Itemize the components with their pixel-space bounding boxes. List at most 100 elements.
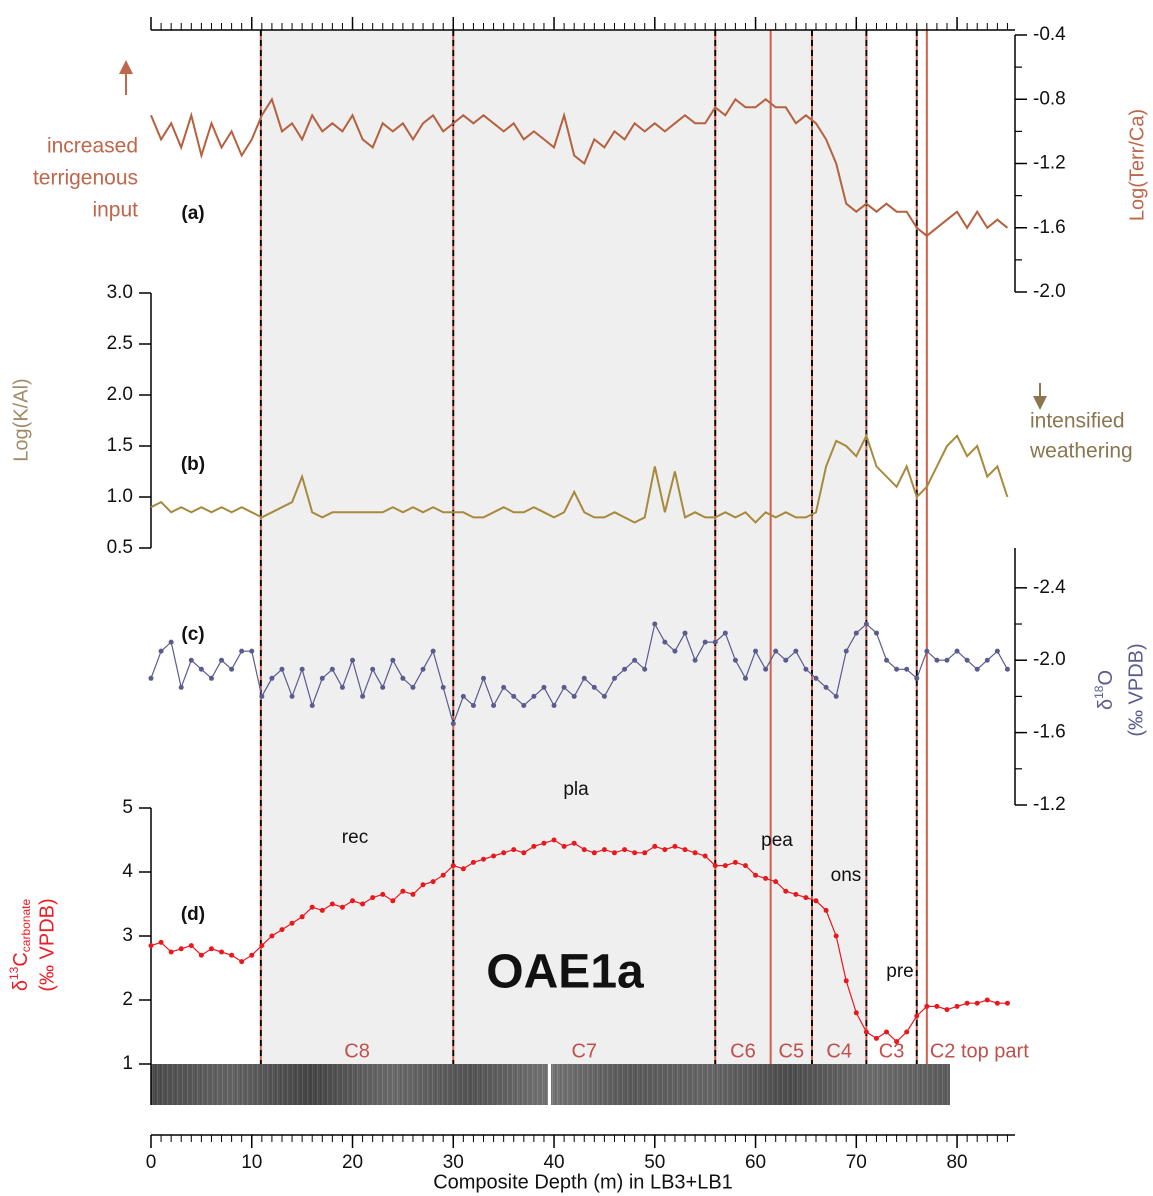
data-point <box>622 666 628 672</box>
data-point <box>531 693 537 699</box>
data-point <box>501 684 507 690</box>
data-point <box>642 666 648 672</box>
data-point <box>652 843 658 849</box>
y-axis-title-part: δ <box>1095 699 1117 710</box>
data-point <box>884 657 890 663</box>
y-tick-label: 2 <box>122 989 133 1010</box>
y-axis-title-part: O <box>1095 670 1117 686</box>
data-point <box>148 943 154 949</box>
y-tick-label: 4 <box>122 861 133 882</box>
data-point <box>239 648 245 654</box>
annotation: weathering <box>1029 440 1133 463</box>
data-point <box>259 693 265 699</box>
data-point <box>289 693 295 699</box>
data-point <box>722 863 728 869</box>
data-point <box>924 648 930 654</box>
data-point <box>309 904 315 910</box>
data-point <box>208 675 214 681</box>
data-point <box>904 666 910 672</box>
phase-label: pre <box>886 961 913 982</box>
y-tick-label: 2.0 <box>107 384 133 405</box>
y-axis-title-part: C <box>10 952 32 966</box>
data-point <box>208 946 214 952</box>
data-point <box>722 630 728 636</box>
data-point <box>873 1035 879 1041</box>
data-point <box>763 666 769 672</box>
y-axis-title-sup: 18 <box>1092 685 1106 699</box>
data-point <box>954 1003 960 1009</box>
y-tick-label: 5 <box>122 797 133 818</box>
data-point <box>994 648 1000 654</box>
zone-label: C7 <box>571 1040 597 1062</box>
data-point <box>914 1013 920 1019</box>
y-tick-label: -2.4 <box>1033 577 1066 598</box>
x-tick-label: 40 <box>543 1152 564 1173</box>
data-point <box>682 630 688 636</box>
panel-label: (b) <box>181 454 205 475</box>
data-point <box>168 949 174 955</box>
data-point <box>601 847 607 853</box>
data-point <box>521 850 527 856</box>
data-point <box>198 666 204 672</box>
y-tick-label: 2.5 <box>107 333 133 354</box>
data-point <box>491 702 497 708</box>
data-point <box>984 657 990 663</box>
data-point <box>481 856 487 862</box>
data-point <box>541 684 547 690</box>
data-point <box>440 872 446 878</box>
data-point <box>269 933 275 939</box>
data-point <box>168 639 174 645</box>
data-point <box>259 943 265 949</box>
data-point <box>198 952 204 958</box>
x-tick-label: 20 <box>342 1152 363 1173</box>
data-point <box>470 859 476 865</box>
data-point <box>833 933 839 939</box>
data-point <box>299 914 305 920</box>
background-layer <box>259 30 928 1064</box>
data-point <box>178 946 184 952</box>
zone-label: C5 <box>779 1040 805 1062</box>
panel-label: (d) <box>181 904 205 925</box>
data-point <box>954 648 960 654</box>
y-tick-label: -2.0 <box>1033 281 1066 302</box>
data-point <box>551 702 557 708</box>
data-point <box>672 843 678 849</box>
zone-label: C3 <box>879 1040 905 1062</box>
data-point <box>269 675 275 681</box>
data-point <box>279 927 285 933</box>
data-point <box>803 666 809 672</box>
data-point <box>410 684 416 690</box>
data-point <box>571 840 577 846</box>
y-axis-title: δ18O <box>1092 670 1117 710</box>
data-point <box>642 850 648 856</box>
data-point <box>853 1010 859 1016</box>
data-point <box>400 888 406 894</box>
data-point <box>420 666 426 672</box>
data-point <box>450 721 456 727</box>
data-point <box>390 657 396 663</box>
y-axis-title: Log(Terr/Ca) <box>1126 109 1148 221</box>
data-point <box>319 675 325 681</box>
annotation: terrigenous <box>33 167 138 190</box>
data-point <box>763 875 769 881</box>
data-point <box>440 684 446 690</box>
data-point <box>158 648 164 654</box>
data-point <box>370 666 376 672</box>
data-point <box>712 863 718 869</box>
data-point <box>400 675 406 681</box>
event-label: OAE1a <box>486 946 644 999</box>
data-point <box>803 895 809 901</box>
data-point <box>611 850 617 856</box>
y-tick-label: 0.5 <box>107 537 133 558</box>
data-point <box>279 666 285 672</box>
y-axis-title: (‰ VPDB) <box>1125 643 1147 736</box>
data-point <box>299 666 305 672</box>
y-axis-title: (‰ VPDB) <box>36 898 58 991</box>
data-point <box>249 648 255 654</box>
data-point <box>873 630 879 636</box>
data-point <box>430 879 436 885</box>
data-point <box>380 891 386 897</box>
data-point <box>702 639 708 645</box>
x-tick-label: 60 <box>745 1152 766 1173</box>
